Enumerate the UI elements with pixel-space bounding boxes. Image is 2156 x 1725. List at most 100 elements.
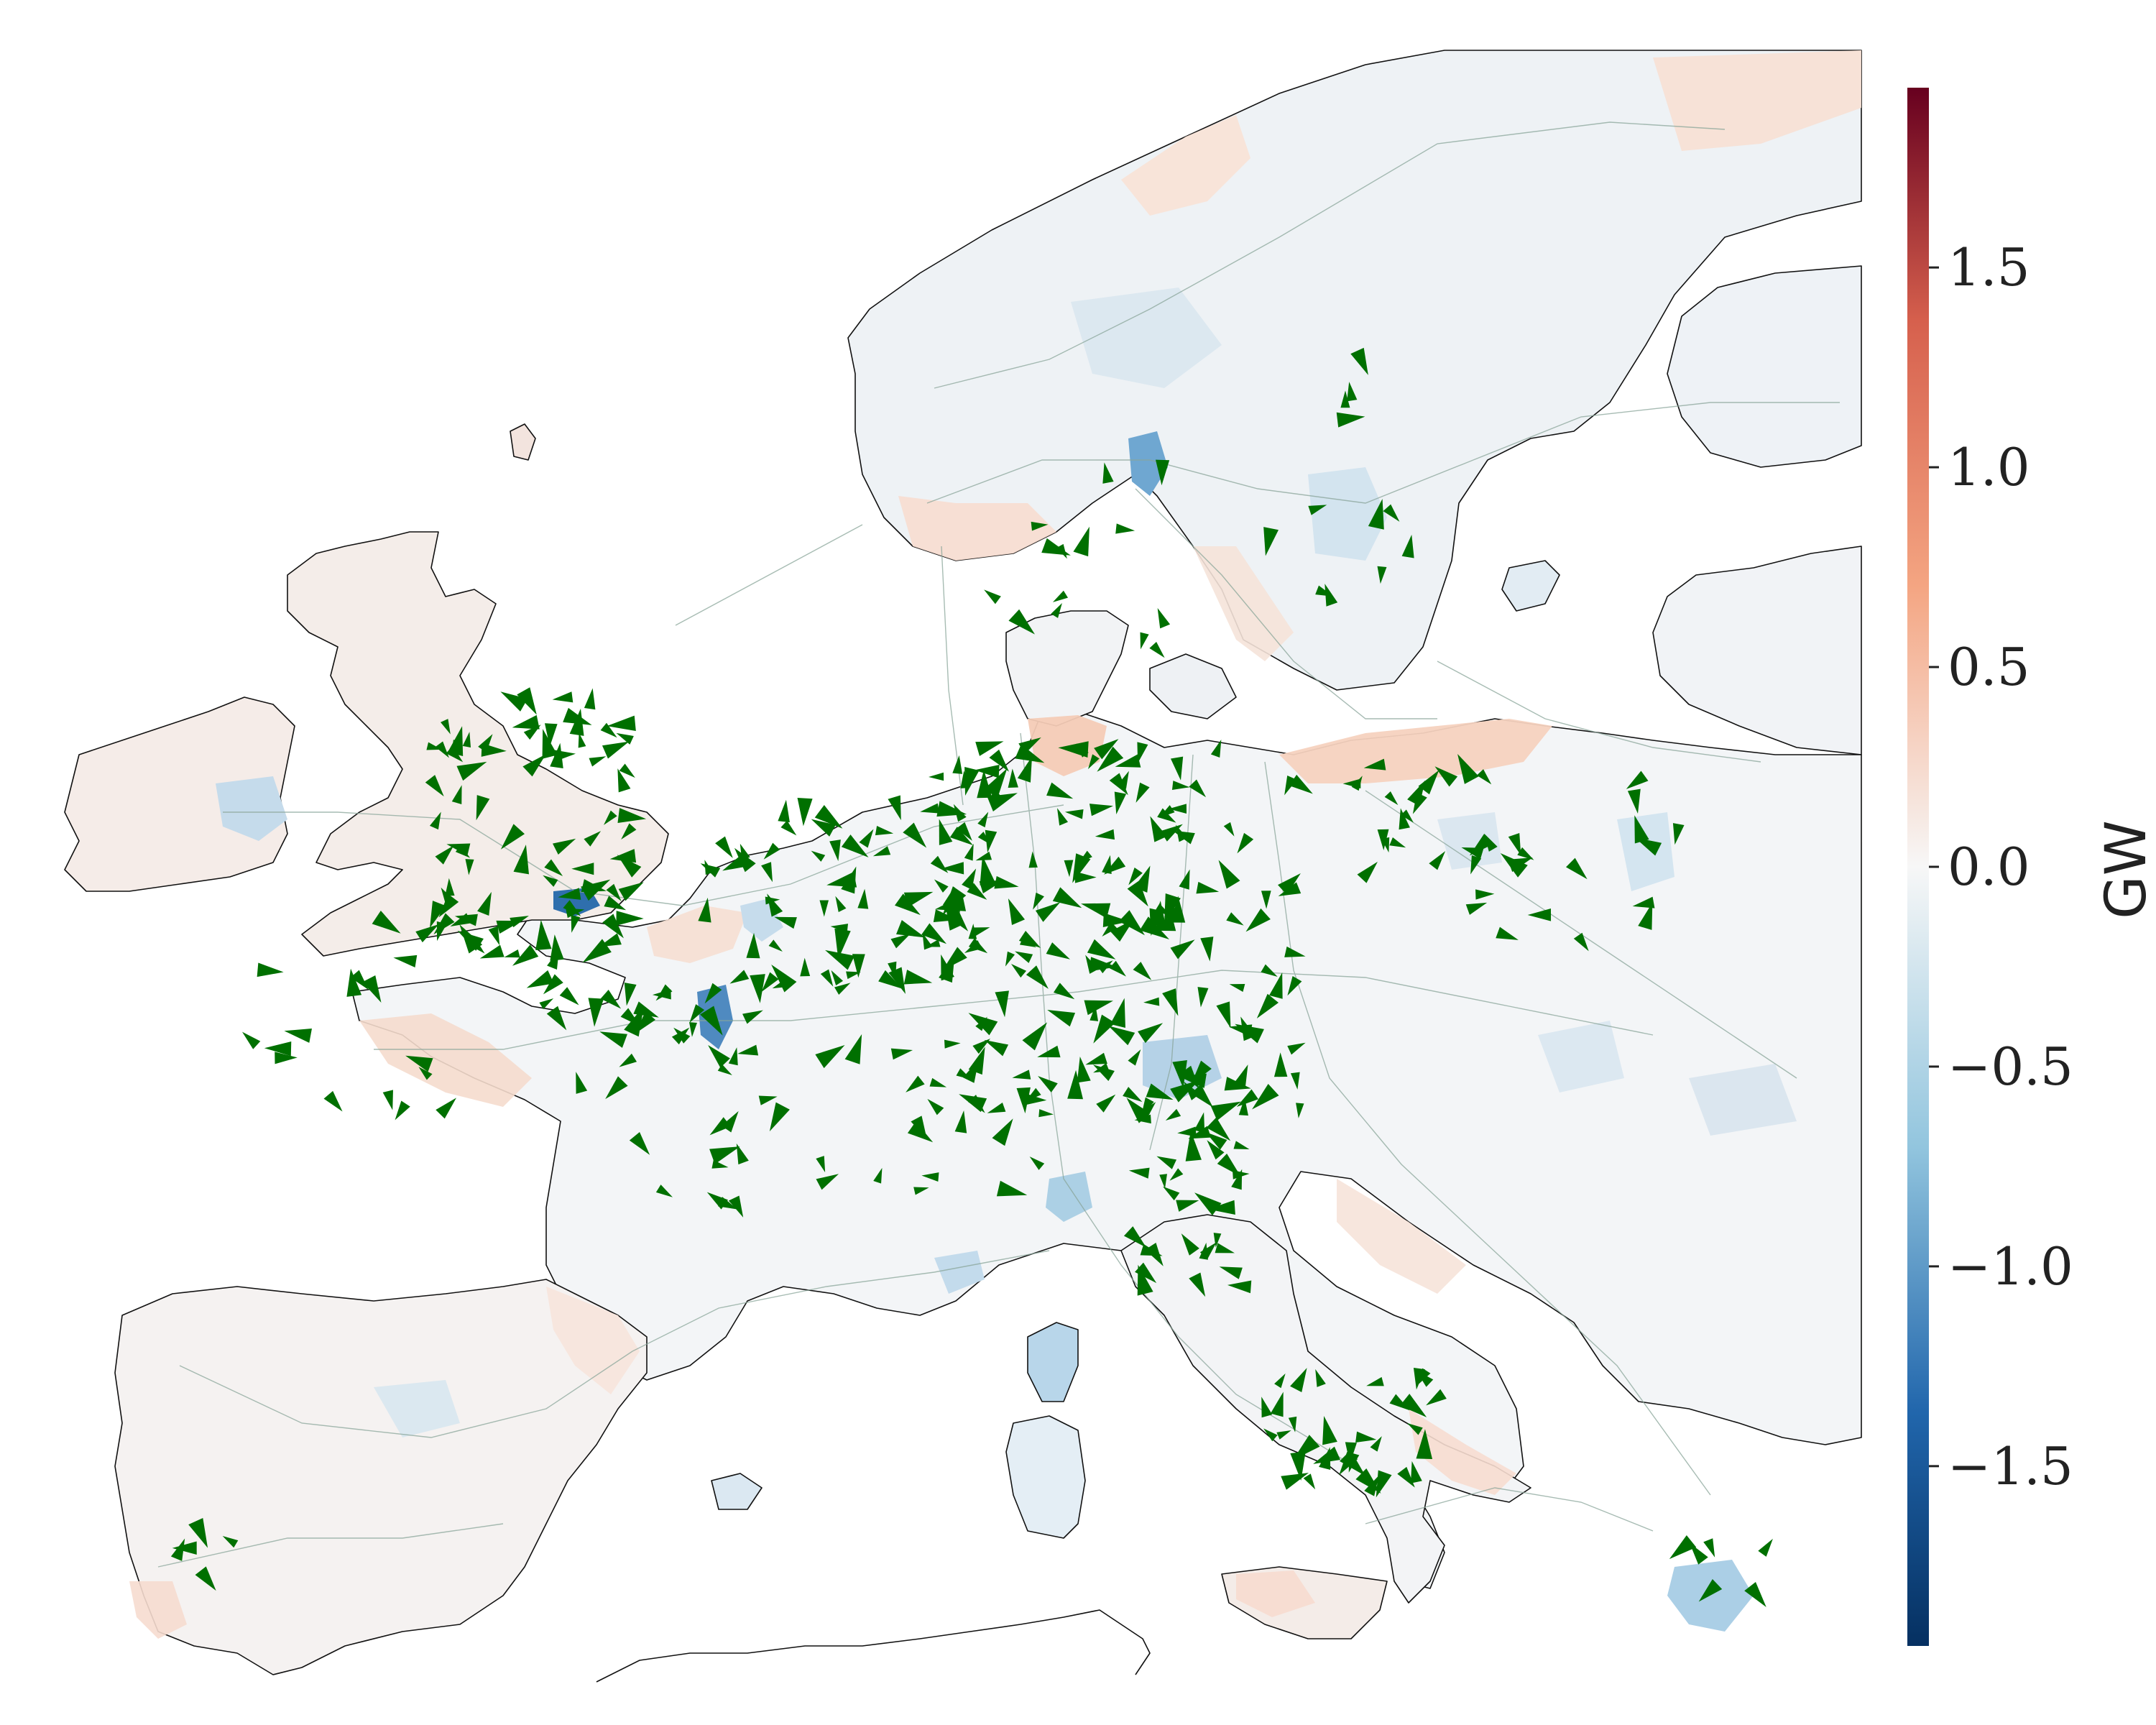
flow-arrow — [1237, 832, 1254, 854]
flow-arrow — [1348, 1452, 1360, 1473]
flow-arrow — [1146, 1083, 1174, 1100]
flow-arrow — [1128, 868, 1143, 886]
flow-arrow — [1123, 1087, 1143, 1103]
cell-finland-top — [1653, 50, 1861, 151]
colorbar-bar — [1907, 88, 1929, 1646]
flow-arrow — [1758, 1538, 1773, 1557]
flow-arrow — [737, 1044, 759, 1056]
flow-arrow — [500, 691, 528, 712]
flow-arrow — [872, 846, 891, 857]
flow-arrow — [1146, 916, 1176, 932]
flow-arrow — [1019, 937, 1037, 947]
flow-arrow — [977, 811, 989, 828]
flow-arrow — [578, 732, 586, 748]
flow-arrow — [522, 754, 546, 777]
flow-arrow — [1137, 1264, 1153, 1296]
flow-arrow — [1364, 1475, 1379, 1496]
flow-arrow — [1218, 860, 1240, 889]
flow-arrow — [1109, 773, 1128, 796]
flow-arrow — [618, 882, 644, 901]
flow-arrow — [1102, 921, 1118, 937]
flow-arrow — [906, 1075, 925, 1092]
flow-arrow — [604, 810, 617, 825]
danish-islands-region — [1149, 653, 1237, 719]
flow-arrow — [1053, 983, 1075, 1000]
flow-arrow — [1115, 754, 1141, 768]
line-c1 — [1020, 732, 1366, 1474]
flow-arrow — [1164, 906, 1177, 922]
flow-arrow — [936, 801, 967, 817]
cell-athens — [1667, 1560, 1754, 1632]
flow-arrow — [811, 850, 826, 862]
flow-arrow — [1261, 891, 1271, 909]
flow-arrow — [607, 715, 636, 732]
flow-arrow — [616, 911, 644, 926]
italy-region — [1120, 1214, 1531, 1604]
nodal-balance-cells — [129, 50, 1861, 1639]
flow-arrow — [488, 926, 500, 946]
flow-arrow — [1056, 543, 1067, 559]
flow-arrow — [895, 920, 926, 938]
flow-arrow — [1698, 1578, 1723, 1602]
flow-arrow — [1135, 782, 1150, 803]
flow-arrow — [980, 855, 995, 886]
flow-arrow — [994, 875, 1019, 889]
flow-arrow — [1035, 902, 1061, 922]
flow-arrow — [875, 826, 894, 836]
flow-arrow — [992, 1118, 1013, 1146]
flow-arrow — [188, 1517, 208, 1548]
flow-arrow — [761, 972, 779, 992]
flow-arrow — [1149, 641, 1165, 658]
flow-arrow — [816, 1156, 826, 1173]
balearic-region — [711, 1473, 763, 1510]
flow-arrow — [962, 868, 977, 890]
flow-arrow — [708, 1044, 730, 1068]
flow-arrow — [700, 1006, 723, 1036]
flow-arrow — [1399, 1394, 1427, 1417]
line-n1 — [934, 121, 1726, 389]
flow-arrow — [1627, 788, 1641, 814]
flow-arrow — [1207, 1200, 1235, 1215]
flow-arrow — [768, 939, 783, 952]
cell-balkans — [1337, 1179, 1466, 1294]
flow-arrow — [1270, 1392, 1284, 1417]
flow-arrow — [742, 1010, 763, 1024]
flow-arrow — [1261, 1397, 1273, 1418]
flow-arrow — [921, 923, 947, 944]
flow-arrow — [418, 1067, 433, 1080]
flow-arrow — [1168, 804, 1187, 814]
flow-arrow — [1026, 1087, 1041, 1102]
flow-arrow — [545, 723, 558, 748]
flow-arrow — [987, 1102, 1006, 1113]
flow-arrow — [1037, 1045, 1061, 1058]
flow-arrow — [1191, 1084, 1213, 1108]
flow-arrow — [1171, 781, 1190, 791]
flow-arrow — [1287, 975, 1302, 996]
flow-arrow — [1179, 1073, 1207, 1088]
flow-arrow — [1238, 1098, 1248, 1116]
flow-arrow — [563, 707, 592, 725]
flow-arrow — [846, 971, 861, 980]
flow-arrow — [526, 970, 554, 988]
flow-arrow — [617, 768, 631, 793]
flow-arrow — [888, 795, 901, 821]
line-sea — [675, 524, 863, 626]
flow-arrow — [1073, 526, 1089, 557]
cell-france-north — [647, 906, 747, 963]
flow-arrow — [977, 770, 992, 799]
cell-oslo — [1128, 431, 1168, 496]
flow-arrow — [1046, 942, 1071, 960]
line-n5 — [1437, 661, 1761, 763]
flow-arrow — [1052, 590, 1069, 602]
flow-arrow — [815, 1045, 845, 1069]
flow-arrow — [920, 803, 940, 814]
flow-arrow — [617, 855, 642, 878]
flow-arrow — [1290, 1368, 1307, 1393]
flow-arrow — [929, 1077, 947, 1087]
flow-arrow — [941, 862, 964, 875]
flow-arrow — [1465, 902, 1488, 915]
cell-france-west — [359, 1013, 532, 1107]
flow-arrow — [1074, 871, 1097, 883]
flow-arrow — [362, 975, 382, 1003]
flow-arrow — [1159, 1174, 1167, 1189]
